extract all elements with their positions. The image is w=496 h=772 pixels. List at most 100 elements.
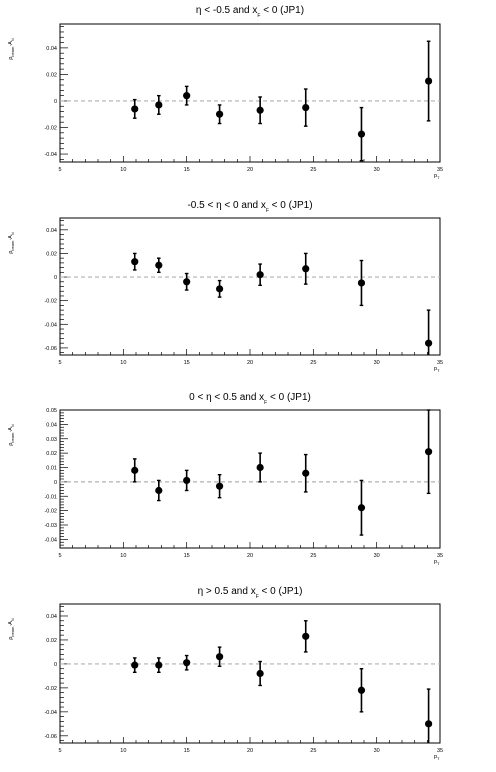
x-tick-label: 30 bbox=[374, 553, 380, 559]
data-point bbox=[357, 130, 366, 138]
x-axis-label-subscript: T bbox=[437, 175, 440, 180]
y-tick-label: 0.04 bbox=[46, 614, 57, 620]
plot-frame bbox=[59, 409, 441, 549]
x-tick-label: 15 bbox=[184, 748, 190, 754]
y-tick-label: 0 bbox=[54, 275, 57, 281]
y-tick-label: -0.04 bbox=[44, 710, 57, 716]
y-axis-label-mid: ·A bbox=[8, 427, 14, 433]
x-tick-label: 35 bbox=[437, 167, 443, 173]
data-point bbox=[425, 77, 433, 85]
x-axis-label-main: p bbox=[434, 559, 437, 565]
chart-panel-3: 0 < η < 0.5 and xF < 0 (JP1) 5 10 15 20 25 30 3… bbox=[8, 392, 443, 566]
data-point bbox=[256, 106, 264, 114]
y-tick-label: -0.02 bbox=[44, 299, 57, 305]
y-tick-label: -0.02 bbox=[44, 509, 57, 515]
chart-title-main: 0 < η < 0.5 and x bbox=[189, 392, 264, 403]
data-point bbox=[155, 661, 163, 669]
y-axis-label-subscript: beam bbox=[10, 46, 15, 57]
x-tick-label: 35 bbox=[437, 748, 443, 754]
chart-title-tail: < 0 (JP1) bbox=[259, 586, 303, 597]
y-tick-label: -0.06 bbox=[44, 346, 57, 352]
x-axis-label: pT bbox=[434, 366, 440, 373]
x-tick-label: 30 bbox=[374, 748, 380, 754]
x-tick-label: 35 bbox=[437, 360, 443, 366]
y-axis-label-mid: ·A bbox=[8, 235, 14, 241]
x-tick-label: 25 bbox=[310, 360, 316, 366]
x-tick-label: 10 bbox=[120, 167, 126, 173]
data-point bbox=[357, 686, 366, 694]
y-tick-label: 0.02 bbox=[46, 451, 57, 457]
y-tick-label: -0.04 bbox=[44, 322, 57, 328]
y-tick-label: 0.03 bbox=[46, 437, 57, 443]
y-tick-label: -0.02 bbox=[44, 126, 57, 132]
y-axis-label: ρbeam·AN bbox=[8, 424, 15, 446]
y-tick-label: 0.02 bbox=[46, 72, 57, 78]
y-axis-label-mid: ·A bbox=[8, 621, 14, 627]
data-point bbox=[256, 463, 264, 472]
data-point bbox=[155, 101, 163, 109]
y-tick-label: 0.04 bbox=[46, 46, 57, 52]
chart-title-tail: < 0 (JP1) bbox=[260, 5, 304, 16]
x-tick-label: 15 bbox=[184, 360, 190, 366]
plot-frame bbox=[59, 217, 441, 356]
x-axis-label-main: p bbox=[434, 173, 437, 179]
x-tick-label: 15 bbox=[184, 167, 190, 173]
chart-title: 0 < η < 0.5 and xF < 0 (JP1) bbox=[189, 392, 311, 406]
data-point bbox=[216, 482, 224, 490]
y-tick-label: -0.03 bbox=[44, 523, 57, 529]
data-point bbox=[131, 661, 139, 669]
y-tick-label: 0 bbox=[54, 662, 57, 668]
y-axis-label-subscript-2: N bbox=[10, 232, 15, 235]
data-point bbox=[216, 110, 224, 118]
y-tick-label: 0.04 bbox=[46, 228, 57, 234]
y-tick-label: 0.02 bbox=[46, 251, 57, 257]
data-point bbox=[425, 339, 433, 347]
x-axis-label: pT bbox=[434, 754, 440, 761]
x-axis-label: pT bbox=[434, 559, 440, 566]
x-tick-label: 5 bbox=[58, 360, 61, 366]
x-axis-label-main: p bbox=[434, 366, 437, 372]
chart-title-tail: < 0 (JP1) bbox=[269, 200, 313, 211]
plot-frame bbox=[59, 603, 441, 744]
chart-title: η > 0.5 and xF < 0 (JP1) bbox=[198, 586, 303, 600]
x-tick-label: 30 bbox=[374, 360, 380, 366]
y-axis-label-subscript: beam bbox=[10, 240, 15, 251]
x-tick-label: 20 bbox=[247, 553, 253, 559]
y-axis-label-mid: ·A bbox=[8, 41, 14, 47]
x-tick-label: 5 bbox=[58, 553, 61, 559]
data-point bbox=[302, 103, 310, 112]
y-axis-label-main: ρ bbox=[8, 251, 14, 254]
y-axis-label: ρbeam·AN bbox=[8, 38, 15, 60]
chart-panel-2: -0.5 < η < 0 and xF < 0 (JP1) 5 10 15 20 25 30… bbox=[8, 200, 443, 373]
chart-title-subscript: F bbox=[256, 594, 259, 600]
y-axis-label-subscript: beam bbox=[10, 432, 15, 443]
data-point bbox=[183, 92, 191, 100]
data-point bbox=[302, 632, 310, 640]
y-tick-label: 0.01 bbox=[46, 466, 57, 472]
y-tick-label: 0.05 bbox=[46, 408, 57, 414]
data-point bbox=[425, 720, 433, 728]
x-tick-label: 5 bbox=[58, 748, 61, 754]
data-point bbox=[216, 285, 224, 293]
x-tick-label: 20 bbox=[247, 748, 253, 754]
y-axis-label-subscript-2: N bbox=[10, 618, 15, 621]
y-axis-label-subscript-2: N bbox=[10, 38, 15, 41]
data-point bbox=[425, 448, 433, 456]
chart-title: -0.5 < η < 0 and xF < 0 (JP1) bbox=[187, 200, 312, 214]
chart-panel-1: η < -0.5 and xF < 0 (JP1) 5 10 15 20 25 30 35 -0… bbox=[8, 5, 443, 180]
x-tick-label: 25 bbox=[310, 553, 316, 559]
y-tick-label: -0.06 bbox=[44, 734, 57, 740]
chart-title-subscript: F bbox=[257, 13, 260, 19]
data-point bbox=[357, 504, 366, 512]
data-point bbox=[183, 278, 191, 286]
y-tick-label: 0.02 bbox=[46, 638, 57, 644]
x-tick-label: 5 bbox=[58, 167, 61, 173]
y-axis-label-main: ρ bbox=[8, 637, 14, 640]
chart-title-subscript: F bbox=[266, 208, 269, 214]
data-point bbox=[216, 653, 224, 661]
y-tick-label: 0.04 bbox=[46, 422, 57, 428]
y-tick-label: -0.02 bbox=[44, 686, 57, 692]
x-tick-label: 25 bbox=[310, 167, 316, 173]
data-point bbox=[155, 261, 163, 269]
